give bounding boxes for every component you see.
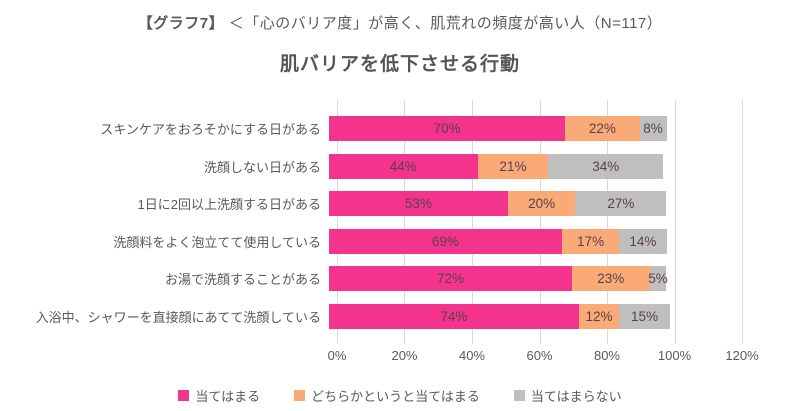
bar-segment: 74% [329, 303, 579, 329]
legend-item: 当てはまる [178, 386, 260, 405]
bar-segment: 72% [329, 266, 572, 292]
bar-segment: 70% [329, 116, 566, 142]
bar-track: 44% 21% 34% [329, 153, 734, 179]
bar-value-label: 72% [436, 271, 465, 287]
chart-row: 1日に2回以上洗顔する日がある 53% 20% 27% [0, 185, 800, 223]
bar-track: 69% 17% 14% [329, 228, 734, 254]
x-axis-tick-label: 20% [391, 348, 418, 363]
bar-value-label: 14% [629, 233, 657, 249]
legend-item: どちらかというと当てはまる [294, 386, 480, 405]
chart-row: 入浴中、シャワーを直接顔にあてて洗顔している 74% 12% 15% [0, 298, 800, 336]
bar-segment: 34% [548, 153, 664, 179]
graph-number-label: 【グラフ7】 [137, 15, 225, 32]
category-label: 洗顔しない日がある [203, 159, 321, 175]
bar-segment: 8% [639, 116, 667, 142]
bar-value-label: 34% [592, 158, 620, 174]
gridlines [337, 100, 743, 344]
bar-track: 72% 23% 5% [329, 266, 734, 292]
gridline [539, 100, 541, 344]
bar-value-label: 23% [597, 271, 625, 287]
bar-segment: 14% [619, 228, 667, 254]
graph-description-label: ＜「心のバリア度」が高く、肌荒れの頻度が高い人（N=117） [228, 15, 663, 32]
bar-value-label: 44% [389, 158, 417, 174]
bar-segment: 17% [561, 228, 620, 254]
chart-title: 肌バリアを低下させる行動 [279, 54, 520, 75]
category-label: スキンケアをおろそかにする日がある [100, 122, 321, 138]
chart-legend: 当てはまる どちらかというと当てはまる 当てはまらない [0, 386, 800, 405]
gridline [674, 100, 676, 344]
category-label: 洗顔料をよく泡立てて使用している [113, 234, 321, 250]
bar-value-label: 21% [499, 158, 527, 174]
x-axis-tick-label: 60% [526, 348, 553, 363]
gridline [606, 100, 608, 344]
chart-row: スキンケアをおろそかにする日がある 70% 22% 8% [0, 110, 800, 148]
bar-value-label: 74% [440, 308, 468, 324]
category-label: 1日に2回以上洗顔する日がある [137, 197, 321, 213]
bar-value-label: 17% [577, 233, 605, 249]
bar-value-label: 8% [643, 121, 663, 137]
category-label: お湯で洗顔することがある [164, 272, 321, 288]
legend-label: 当てはまる [195, 389, 261, 404]
chart-header: 【グラフ7】 ＜「心のバリア度」が高く、肌荒れの頻度が高い人（N=117） [0, 0, 800, 33]
bar-track: 74% 12% 15% [329, 303, 734, 329]
legend-label: どちらかというと当てはまる [311, 389, 480, 404]
x-axis-tick-label: 120% [725, 348, 759, 363]
stacked-bar-chart: スキンケアをおろそかにする日がある 70% 22% 8% 洗顔しない日がある 44% 21%… [0, 100, 800, 344]
bar-value-label: 69% [431, 233, 459, 249]
category-label: 入浴中、シャワーを直接顔にあてて洗顔している [35, 309, 321, 325]
bar-segment: 22% [565, 116, 640, 142]
bar-segment: 69% [329, 228, 562, 254]
chart-row: お湯で洗顔することがある 72% 23% 5% [0, 260, 800, 298]
bar-value-label: 27% [607, 196, 635, 212]
bar-segment: 21% [477, 153, 549, 179]
bar-value-label: 70% [433, 121, 461, 137]
bar-segment: 5% [648, 266, 668, 292]
bar-value-label: 15% [631, 308, 659, 324]
x-axis-tick-label: 40% [458, 348, 485, 363]
x-axis: 0% 20% 40% 60% 80% 100% 120% [328, 348, 759, 368]
legend-label: 当てはまらない [530, 389, 622, 404]
gridline [404, 100, 406, 344]
legend-swatch [513, 390, 525, 401]
legend-swatch [178, 390, 190, 401]
x-axis-tick-label: 80% [593, 348, 620, 363]
chart-row: 洗顔料をよく泡立てて使用している 69% 17% 14% [0, 223, 800, 261]
bar-segment: 53% [329, 191, 508, 217]
bar-track: 53% 20% 27% [329, 191, 734, 217]
bar-value-label: 5% [648, 271, 668, 287]
x-axis-tick-label: 0% [327, 348, 347, 363]
bar-segment: 44% [329, 153, 478, 179]
legend-swatch [294, 390, 306, 401]
bar-value-label: 20% [528, 196, 556, 212]
gridline [337, 100, 338, 344]
gridline [471, 100, 473, 344]
bar-value-label: 22% [588, 121, 616, 137]
bar-value-label: 53% [404, 196, 432, 212]
legend-item: 当てはまらない [513, 386, 622, 405]
bar-segment: 27% [575, 191, 667, 217]
chart-rows: スキンケアをおろそかにする日がある 70% 22% 8% 洗顔しない日がある 44% 21%… [0, 100, 800, 335]
bar-segment: 15% [619, 303, 670, 329]
bar-segment: 23% [572, 266, 650, 292]
chart-row: 洗顔しない日がある 44% 21% 34% [0, 148, 800, 186]
gridline [742, 100, 743, 344]
bar-track: 70% 22% 8% [329, 116, 734, 142]
bar-segment: 20% [507, 191, 576, 217]
x-axis-tick-label: 100% [657, 348, 692, 363]
bar-value-label: 12% [585, 308, 613, 324]
bar-segment: 12% [578, 303, 620, 329]
